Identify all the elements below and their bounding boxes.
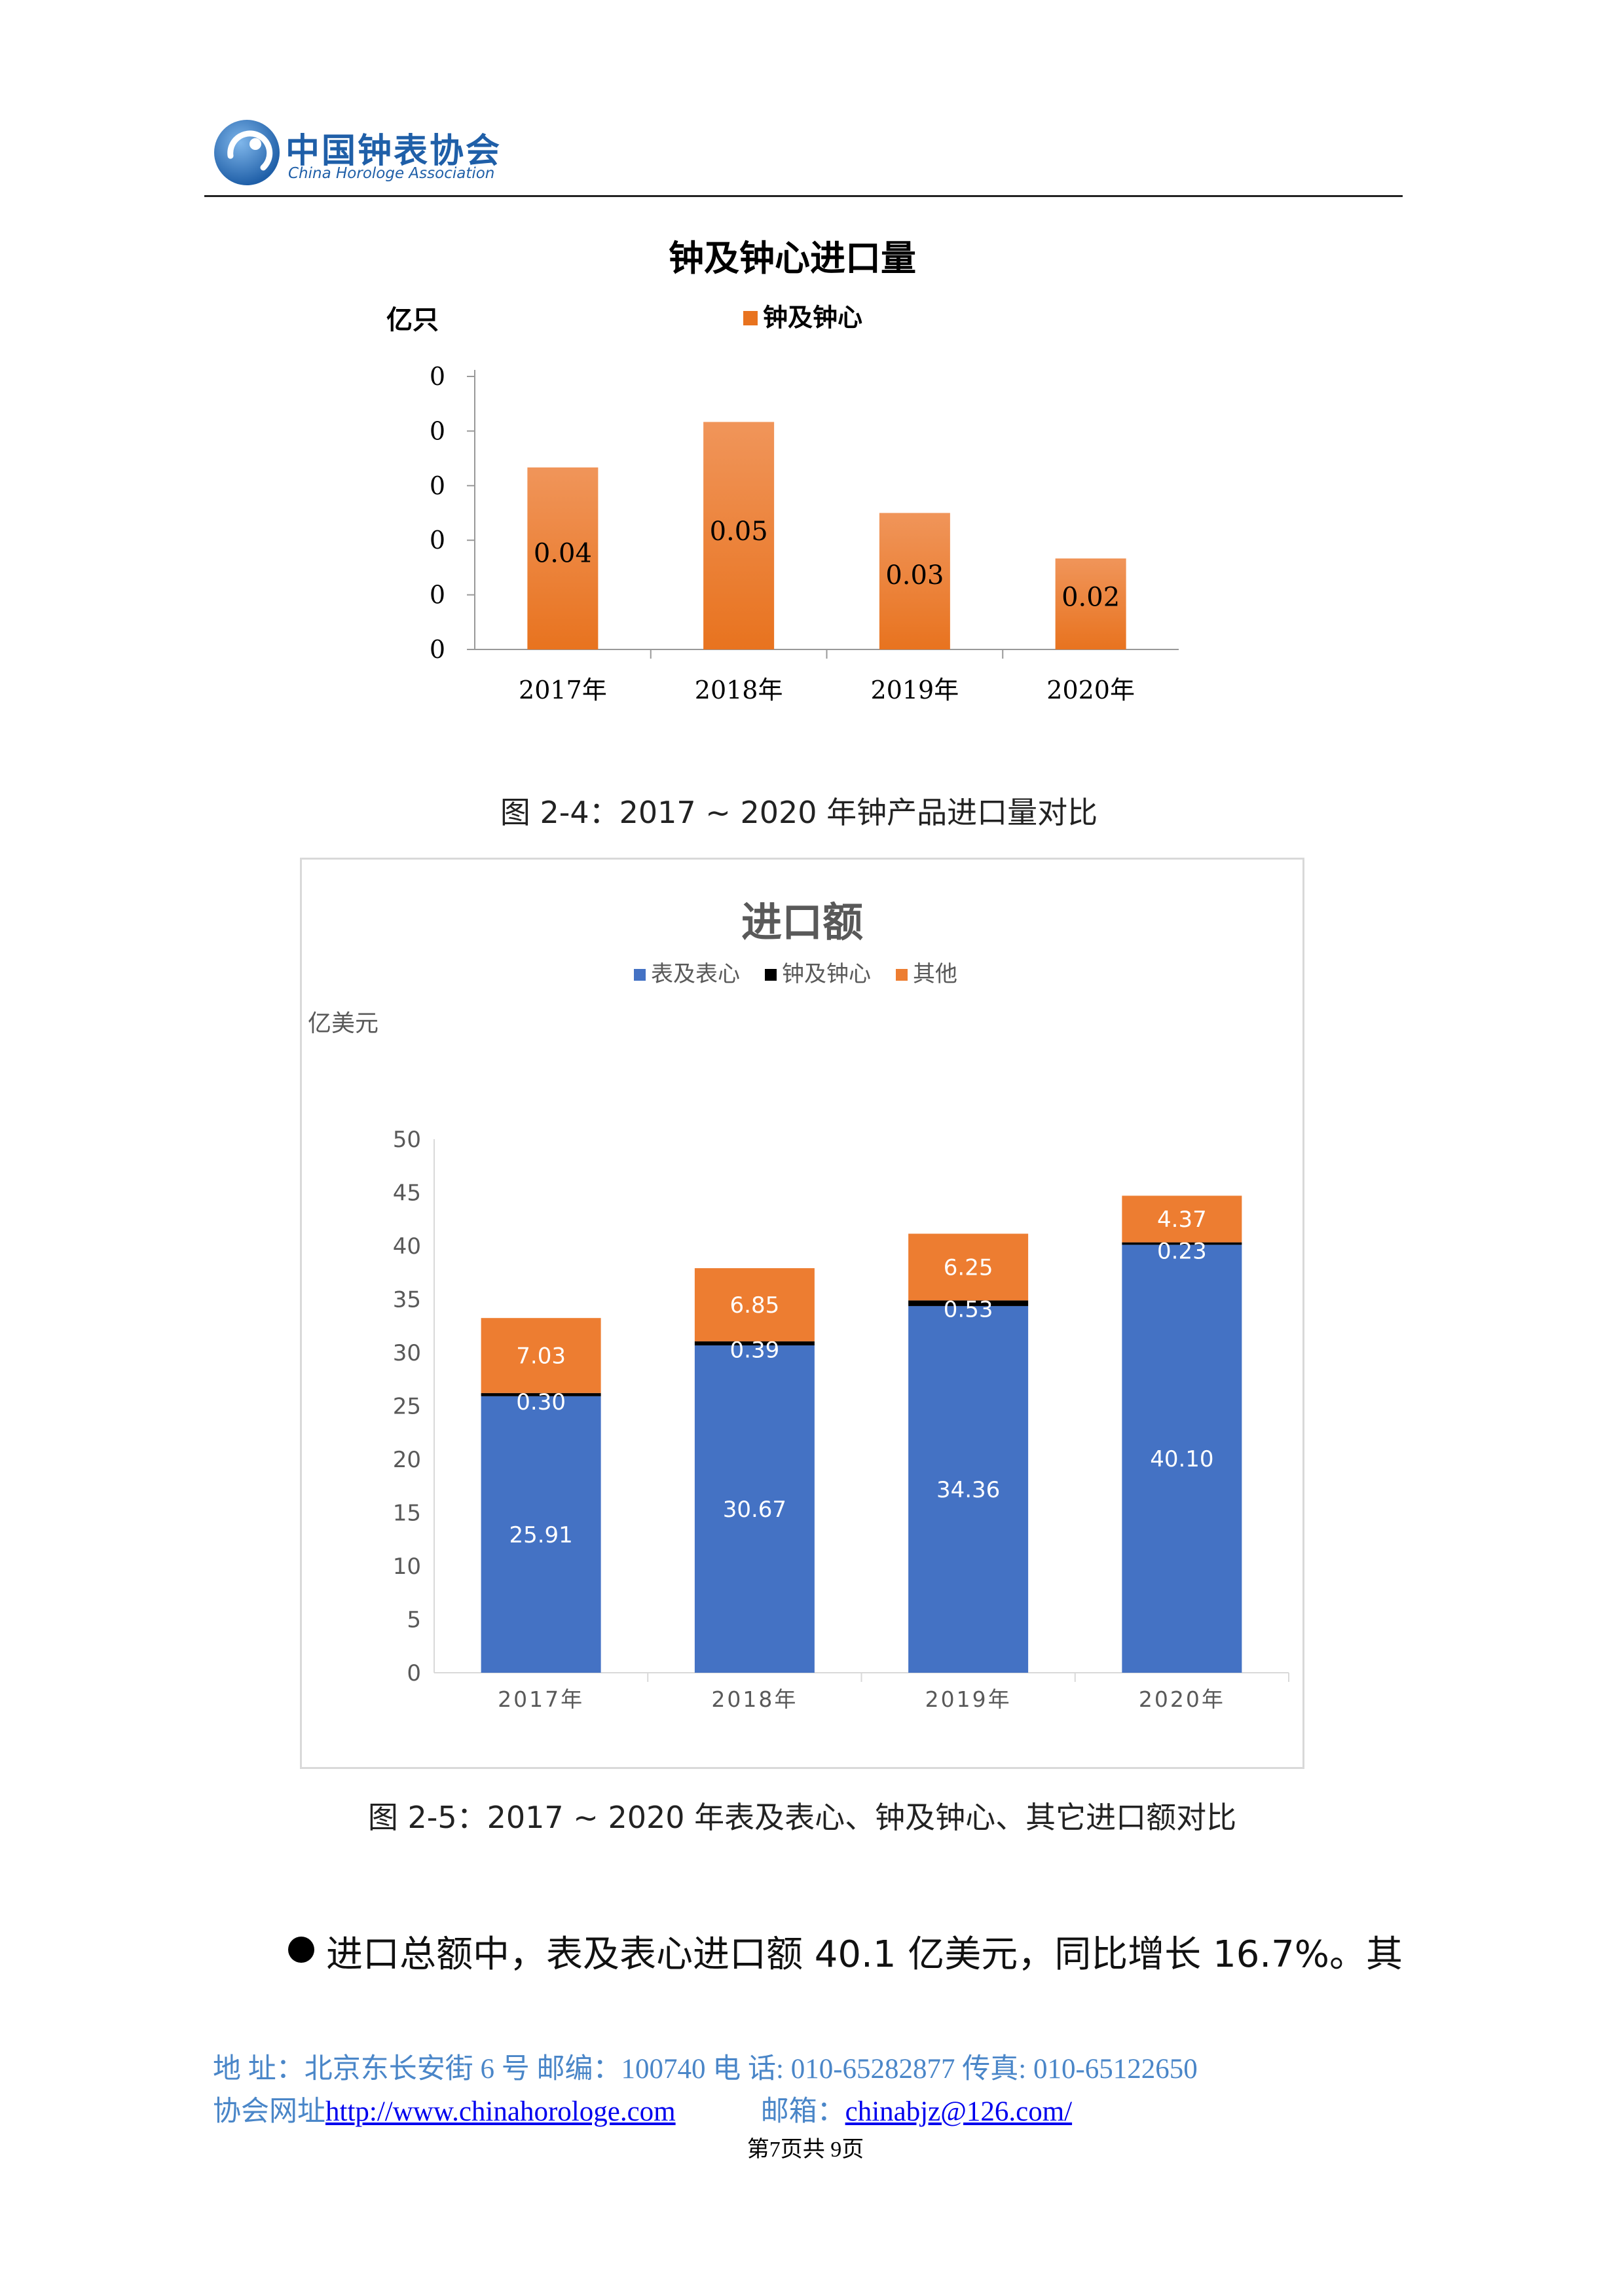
footer-email-label: 邮箱： (760, 2096, 845, 2127)
chart1-legend-swatch (743, 311, 758, 325)
chart2-legend-swatch (896, 969, 908, 981)
chart2-data-label: 0.39 (730, 1338, 780, 1364)
chart1-y-tick-label: 0 (430, 471, 445, 500)
chart1-y-unit: 亿只 (386, 304, 439, 335)
chart1-bar (879, 513, 950, 649)
bullet-icon (288, 1937, 314, 1963)
chart1-bar (703, 422, 775, 649)
chart2-bar-segment (908, 1233, 1029, 1301)
chart2-y-tick-label: 40 (393, 1233, 421, 1260)
chart1-x-tick-label: 2020年 (1046, 676, 1135, 704)
chart1-legend-label: 钟及钟心 (763, 302, 862, 332)
chart2-y-tick-label: 0 (407, 1660, 421, 1686)
chart1-data-label: 0.03 (885, 560, 944, 591)
chart2-legend-label: 钟及钟心 (782, 961, 871, 987)
org-name-cn: 中国钟表协会 (286, 132, 502, 171)
chart1-data-label: 0.05 (710, 517, 768, 547)
figure2-caption: 图 2-5：2017 ~ 2020 年表及表心、钟及钟心、其它进口额对比 (367, 1800, 1237, 1835)
chart2-x-tick-label: 2018年 (711, 1686, 798, 1712)
chart2-legend-label: 其他 (913, 961, 957, 987)
chart2-bar-segment (908, 1305, 1029, 1673)
chart2-data-label: 0.53 (944, 1296, 993, 1322)
chart2-x-tick-label: 2017年 (498, 1686, 584, 1712)
footer-contact: 协会网址http://www.chinahorologe.com 邮箱：china… (213, 2088, 1072, 2129)
chart2-data-label: 30.67 (723, 1497, 786, 1523)
chart2-y-tick-label: 35 (393, 1287, 421, 1313)
chart1-title: 钟及钟心进口量 (669, 237, 916, 279)
chart2-data-label: 40.10 (1150, 1446, 1213, 1472)
chart2-x-tick-label: 2020年 (1139, 1686, 1225, 1712)
org-name-en: China Horologe Association (288, 165, 495, 182)
logo-globe-icon (214, 120, 280, 185)
chart1-data-label: 0.04 (534, 539, 592, 569)
footer-site-label: 协会网址 (213, 2096, 325, 2127)
chart2-legend-swatch (634, 969, 646, 981)
clock-import-volume-chart: 亿只 钟及钟心 0 0 0 0 0 0 0.04 2017年 0.05 2018年 0.03 2019年 0… (386, 302, 1179, 704)
chart2-bar-segment (481, 1318, 601, 1393)
chart2-data-label: 6.85 (730, 1292, 780, 1319)
chart2-y-tick-label: 10 (393, 1554, 421, 1580)
chart2-bar-segment (1122, 1245, 1242, 1673)
chart1-y-tick-label: 0 (430, 416, 445, 445)
chart1-x-tick-label: 2019年 (871, 676, 959, 704)
chart1-data-label: 0.02 (1061, 582, 1120, 612)
chart1-y-tick-label: 0 (430, 362, 445, 391)
chart2-bar-segment (694, 1345, 815, 1673)
chart2-frame (300, 858, 1304, 1769)
chart2-data-label: 4.37 (1157, 1207, 1207, 1233)
chart2-bar-segment (1122, 1195, 1242, 1243)
chart1-bar (527, 467, 599, 649)
chart2-y-tick-label: 30 (393, 1340, 421, 1366)
chart2-y-tick-label: 45 (393, 1180, 421, 1207)
chart1-y-tick-label: 0 (430, 581, 445, 610)
body-paragraph: 进口总额中，表及表心进口额 40.1 亿美元，同比增长 16.7%。其 (326, 1933, 1403, 1976)
chart2-legend-swatch (765, 969, 777, 981)
chart2-data-label: 0.30 (516, 1389, 566, 1415)
chart2-y-tick-label: 15 (393, 1501, 421, 1527)
chart2-data-label: 0.23 (1157, 1239, 1207, 1265)
page-number: 第7页共 9页 (747, 2138, 864, 2162)
chart1-bar (1055, 558, 1126, 649)
footer-address: 地 址：北京东长安街 6 号 邮编：100740 电 话: 010-652828… (213, 2054, 1198, 2085)
chart2-y-tick-label: 25 (393, 1394, 421, 1420)
chart2-y-tick-label: 50 (393, 1127, 421, 1153)
chart1-y-tick-label: 0 (430, 526, 445, 555)
footer-email-link[interactable]: chinabjz@126.com/ (845, 2096, 1073, 2127)
figure1-caption: 图 2-4：2017 ~ 2020 年钟产品进口量对比 (500, 795, 1098, 830)
chart2-data-label: 7.03 (516, 1343, 566, 1369)
chart2-bar-segment (694, 1341, 815, 1346)
chart2-data-label: 25.91 (509, 1522, 572, 1548)
chart2-y-tick-label: 20 (393, 1447, 421, 1473)
chart1-x-tick-label: 2018年 (695, 676, 783, 704)
chart2-data-label: 34.36 (936, 1477, 1000, 1503)
chart2-bar-segment (481, 1396, 601, 1673)
chart2-bar-segment (694, 1268, 815, 1341)
chart2-x-tick-label: 2019年 (925, 1686, 1012, 1712)
chart2-bar-segment (1122, 1242, 1242, 1245)
header-divider (204, 195, 1403, 197)
chart2-title: 进口额 (741, 898, 863, 946)
chart2-y-unit: 亿美元 (308, 1010, 378, 1037)
chart1-y-tick-label: 0 (430, 635, 445, 664)
chart2-bar-segment (908, 1300, 1029, 1306)
chart2-legend-label: 表及表心 (651, 961, 740, 987)
footer-site-link[interactable]: http://www.chinahorologe.com (325, 2096, 676, 2127)
chart2-bar-segment (481, 1393, 601, 1396)
chart2-y-tick-label: 5 (407, 1607, 421, 1633)
chart1-x-tick-label: 2017年 (519, 676, 607, 704)
chart2-data-label: 6.25 (944, 1254, 993, 1281)
